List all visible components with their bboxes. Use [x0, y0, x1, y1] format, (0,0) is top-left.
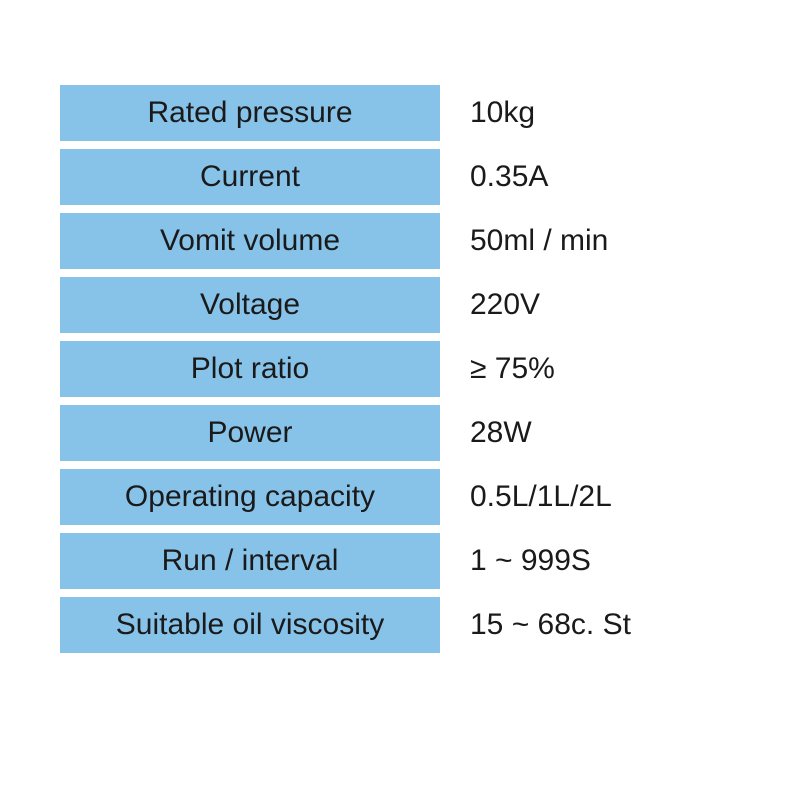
spec-label: Plot ratio: [60, 341, 440, 397]
spec-label: Vomit volume: [60, 213, 440, 269]
table-row: Rated pressure 10kg: [60, 85, 750, 141]
spec-value: 15 ~ 68c. St: [440, 597, 750, 653]
spec-label: Rated pressure: [60, 85, 440, 141]
table-row: Vomit volume 50ml / min: [60, 213, 750, 269]
spec-label: Current: [60, 149, 440, 205]
table-row: Operating capacity 0.5L/1L/2L: [60, 469, 750, 525]
table-row: Current 0.35A: [60, 149, 750, 205]
table-row: Suitable oil viscosity 15 ~ 68c. St: [60, 597, 750, 653]
spec-value: 10kg: [440, 85, 750, 141]
spec-value: 28W: [440, 405, 750, 461]
spec-value: 1 ~ 999S: [440, 533, 750, 589]
spec-value: 50ml / min: [440, 213, 750, 269]
table-row: Plot ratio ≥ 75%: [60, 341, 750, 397]
spec-value: 220V: [440, 277, 750, 333]
spec-label: Voltage: [60, 277, 440, 333]
table-row: Voltage 220V: [60, 277, 750, 333]
table-row: Power 28W: [60, 405, 750, 461]
table-row: Run / interval 1 ~ 999S: [60, 533, 750, 589]
spec-label: Suitable oil viscosity: [60, 597, 440, 653]
spec-table: Rated pressure 10kg Current 0.35A Vomit …: [0, 0, 800, 653]
spec-label: Run / interval: [60, 533, 440, 589]
spec-label: Operating capacity: [60, 469, 440, 525]
spec-value: 0.35A: [440, 149, 750, 205]
spec-label: Power: [60, 405, 440, 461]
spec-value: 0.5L/1L/2L: [440, 469, 750, 525]
spec-value: ≥ 75%: [440, 341, 750, 397]
